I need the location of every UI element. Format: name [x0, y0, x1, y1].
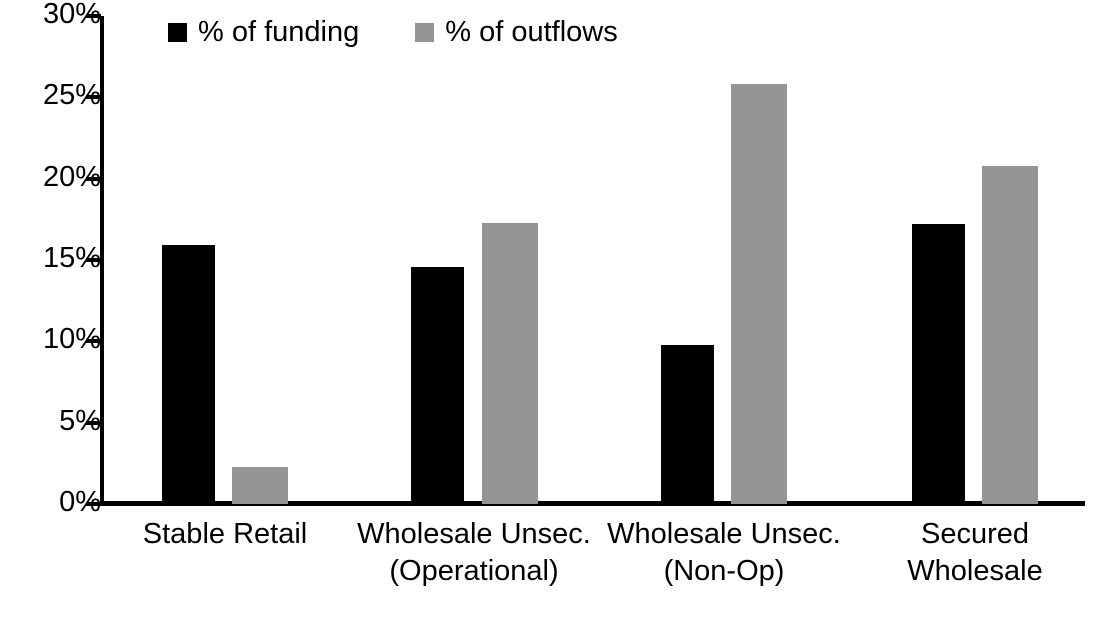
legend-swatch-gray-icon	[415, 22, 435, 42]
bar-funding-3	[912, 224, 965, 504]
bar-outflows-1	[482, 222, 538, 504]
category-label-line: Wholesale Unsec.	[607, 518, 841, 550]
legend-entry: % of outflows	[415, 15, 618, 48]
bar-funding-0	[162, 245, 215, 504]
category-label-line: Secured	[920, 518, 1029, 550]
category-label-3: Secured Wholesale	[815, 516, 1102, 590]
y-axis-tick-mark	[86, 258, 101, 262]
category-label-line: (Non-Op)	[663, 555, 785, 588]
category-label-2: Wholesale Unsec. (Non-Op)	[564, 516, 884, 590]
bar-outflows-0	[232, 466, 288, 504]
legend-label: % of funding	[198, 15, 360, 48]
y-axis-tick-mark	[86, 339, 101, 344]
plot-area	[162, 84, 1038, 504]
bar-funding-2	[661, 344, 714, 504]
category-label-line: (Operational)	[389, 555, 559, 588]
y-axis-tick-mark	[86, 420, 101, 425]
y-axis-tick-mark	[86, 176, 101, 181]
y-axis-line	[100, 16, 104, 505]
category-label-1: Wholesale Unsec. (Operational)	[314, 516, 634, 590]
x-axis-category-labels: Stable Retail Wholesale Unsec. (Operationa…	[0, 516, 1102, 616]
y-axis-tick-mark	[86, 502, 101, 506]
category-label-0: Stable Retail	[65, 516, 385, 553]
category-label-line: Wholesale	[907, 555, 1043, 588]
y-axis-tick-mark	[86, 14, 101, 18]
y-axis-tick-mark	[86, 95, 101, 100]
legend-entry: % of funding	[168, 15, 360, 48]
legend-swatch-black-icon	[168, 22, 187, 42]
x-axis-line	[100, 501, 1085, 506]
bar-outflows-2	[731, 84, 787, 504]
bar-funding-1	[411, 266, 464, 504]
category-label-line: Stable Retail	[142, 518, 308, 550]
legend-label: % of outflows	[445, 15, 618, 48]
chart-legend: % of funding % of outflows	[168, 14, 618, 50]
category-label-line: Wholesale Unsec.	[357, 518, 591, 550]
bar-outflows-3	[982, 165, 1038, 504]
